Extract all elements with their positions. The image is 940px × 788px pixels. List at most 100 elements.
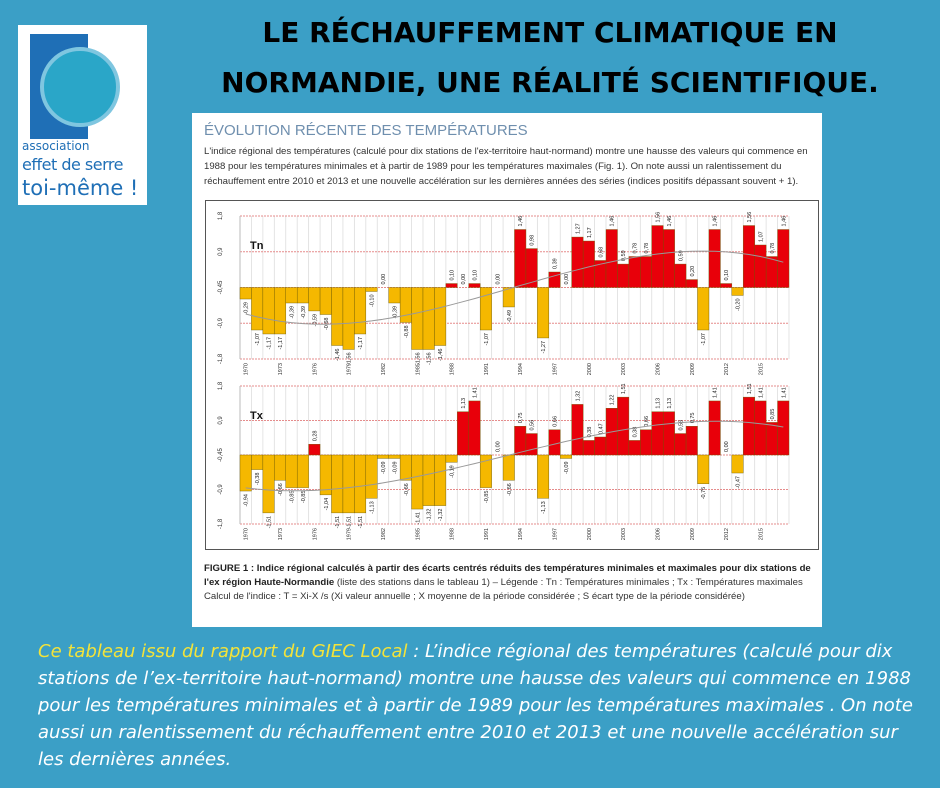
bar <box>560 454 572 459</box>
value-label: 1,32 <box>575 391 581 402</box>
bar <box>308 444 321 456</box>
bar <box>525 248 538 288</box>
bar <box>731 454 744 474</box>
value-label: 0,68 <box>598 247 604 258</box>
bar <box>685 426 698 456</box>
bar <box>537 454 550 499</box>
value-label: -1,27 <box>541 341 547 354</box>
value-label: -0,10 <box>370 294 376 307</box>
x-tick-label: 1991 <box>484 363 490 375</box>
chart-tn: 1,8 0,9 -0,45 -0,9 -1,8 Tn -0,29 -1,07 -1,17 -1,1… <box>218 211 790 375</box>
bar <box>354 287 367 335</box>
value-label: 1,51 <box>747 383 753 394</box>
value-label: -0,38 <box>255 473 261 486</box>
bar <box>571 236 584 288</box>
bar <box>617 396 630 456</box>
y-tick-label: -0,9 <box>218 317 224 328</box>
bar <box>514 426 527 456</box>
value-label: 0,56 <box>530 420 536 431</box>
value-label: 0,66 <box>644 416 650 427</box>
value-label: -0,85 <box>289 491 295 504</box>
value-label: -0,39 <box>301 306 307 319</box>
x-tick-label: 1997 <box>553 528 559 540</box>
value-label: 0,00 <box>461 274 467 285</box>
value-label: 0,47 <box>598 423 604 434</box>
value-label: -0,09 <box>381 461 387 474</box>
bar <box>662 411 675 456</box>
bar <box>537 287 550 339</box>
value-label: 1,07 <box>758 231 764 242</box>
value-label: -1,32 <box>438 509 444 522</box>
figure-intro: L'indice régional des températures (calc… <box>204 146 808 187</box>
bar <box>674 433 687 456</box>
bar <box>674 263 687 288</box>
value-label: -0,09 <box>564 461 570 474</box>
value-label: -1,41 <box>415 512 421 525</box>
value-label: -0,85 <box>484 491 490 504</box>
bar <box>628 256 641 288</box>
bar <box>354 454 367 514</box>
bar <box>628 440 641 456</box>
value-label: 0,39 <box>553 258 559 269</box>
value-label: 1,13 <box>655 398 661 409</box>
value-label: 0,59 <box>621 250 627 261</box>
x-tick-label: 1973 <box>278 528 284 540</box>
y-tick-label: 1,8 <box>218 381 224 390</box>
bar <box>342 287 355 350</box>
bar <box>251 454 264 470</box>
value-label: 0,56 <box>678 420 684 431</box>
bar <box>296 454 309 488</box>
bar <box>285 454 298 488</box>
bar <box>548 271 561 288</box>
bar <box>640 256 652 288</box>
bar <box>388 287 401 304</box>
bar <box>754 400 767 456</box>
x-tick-label: 2009 <box>690 528 696 540</box>
value-label: -1,13 <box>370 501 376 514</box>
bar <box>502 287 515 308</box>
value-label: -1,46 <box>335 348 341 361</box>
bar <box>377 454 389 459</box>
bar <box>331 454 344 514</box>
value-label: -0,94 <box>244 494 250 507</box>
bar <box>662 229 675 288</box>
value-label: 1,46 <box>781 216 787 227</box>
value-label: 0,00 <box>564 274 570 285</box>
bar <box>274 287 286 335</box>
y-tick-label: -1,8 <box>218 518 224 529</box>
bar <box>777 229 790 288</box>
bar <box>296 287 309 304</box>
chart-frame: 1,8 0,9 -0,45 -0,9 -1,8 Tn -0,29 -1,07 -1,17 -1,1… <box>205 200 819 550</box>
value-label: -0,20 <box>736 298 742 311</box>
x-tick-label: 1973 <box>278 363 284 375</box>
value-label: 0,20 <box>690 266 696 277</box>
value-label: 0,59 <box>678 250 684 261</box>
value-label: 0,10 <box>450 270 456 281</box>
x-tick-label: 1979 <box>347 363 353 375</box>
value-label: 0,00 <box>495 274 501 285</box>
value-label: 0,00 <box>724 441 730 452</box>
bar <box>434 287 447 346</box>
bar <box>651 225 664 288</box>
bar <box>422 454 435 506</box>
value-label: -0,09 <box>392 461 398 474</box>
bar <box>617 263 630 288</box>
bar <box>262 454 275 514</box>
value-label: 1,56 <box>747 212 753 223</box>
trend-line <box>245 420 784 492</box>
value-label: 1,46 <box>610 216 616 227</box>
bar <box>445 454 458 463</box>
value-label: 1,41 <box>781 387 787 398</box>
value-label: 0,38 <box>587 427 593 438</box>
value-label: 0,75 <box>690 413 696 424</box>
value-label: -1,51 <box>335 516 341 529</box>
value-label: 0,28 <box>312 431 318 442</box>
x-tick-label: 1976 <box>312 528 318 540</box>
value-label: -1,56 <box>427 352 433 365</box>
bar <box>697 454 710 484</box>
value-label: 1,46 <box>667 216 673 227</box>
value-label: -0,85 <box>301 491 307 504</box>
bar <box>262 287 275 335</box>
bar <box>308 287 321 312</box>
value-label: 0,00 <box>381 274 387 285</box>
